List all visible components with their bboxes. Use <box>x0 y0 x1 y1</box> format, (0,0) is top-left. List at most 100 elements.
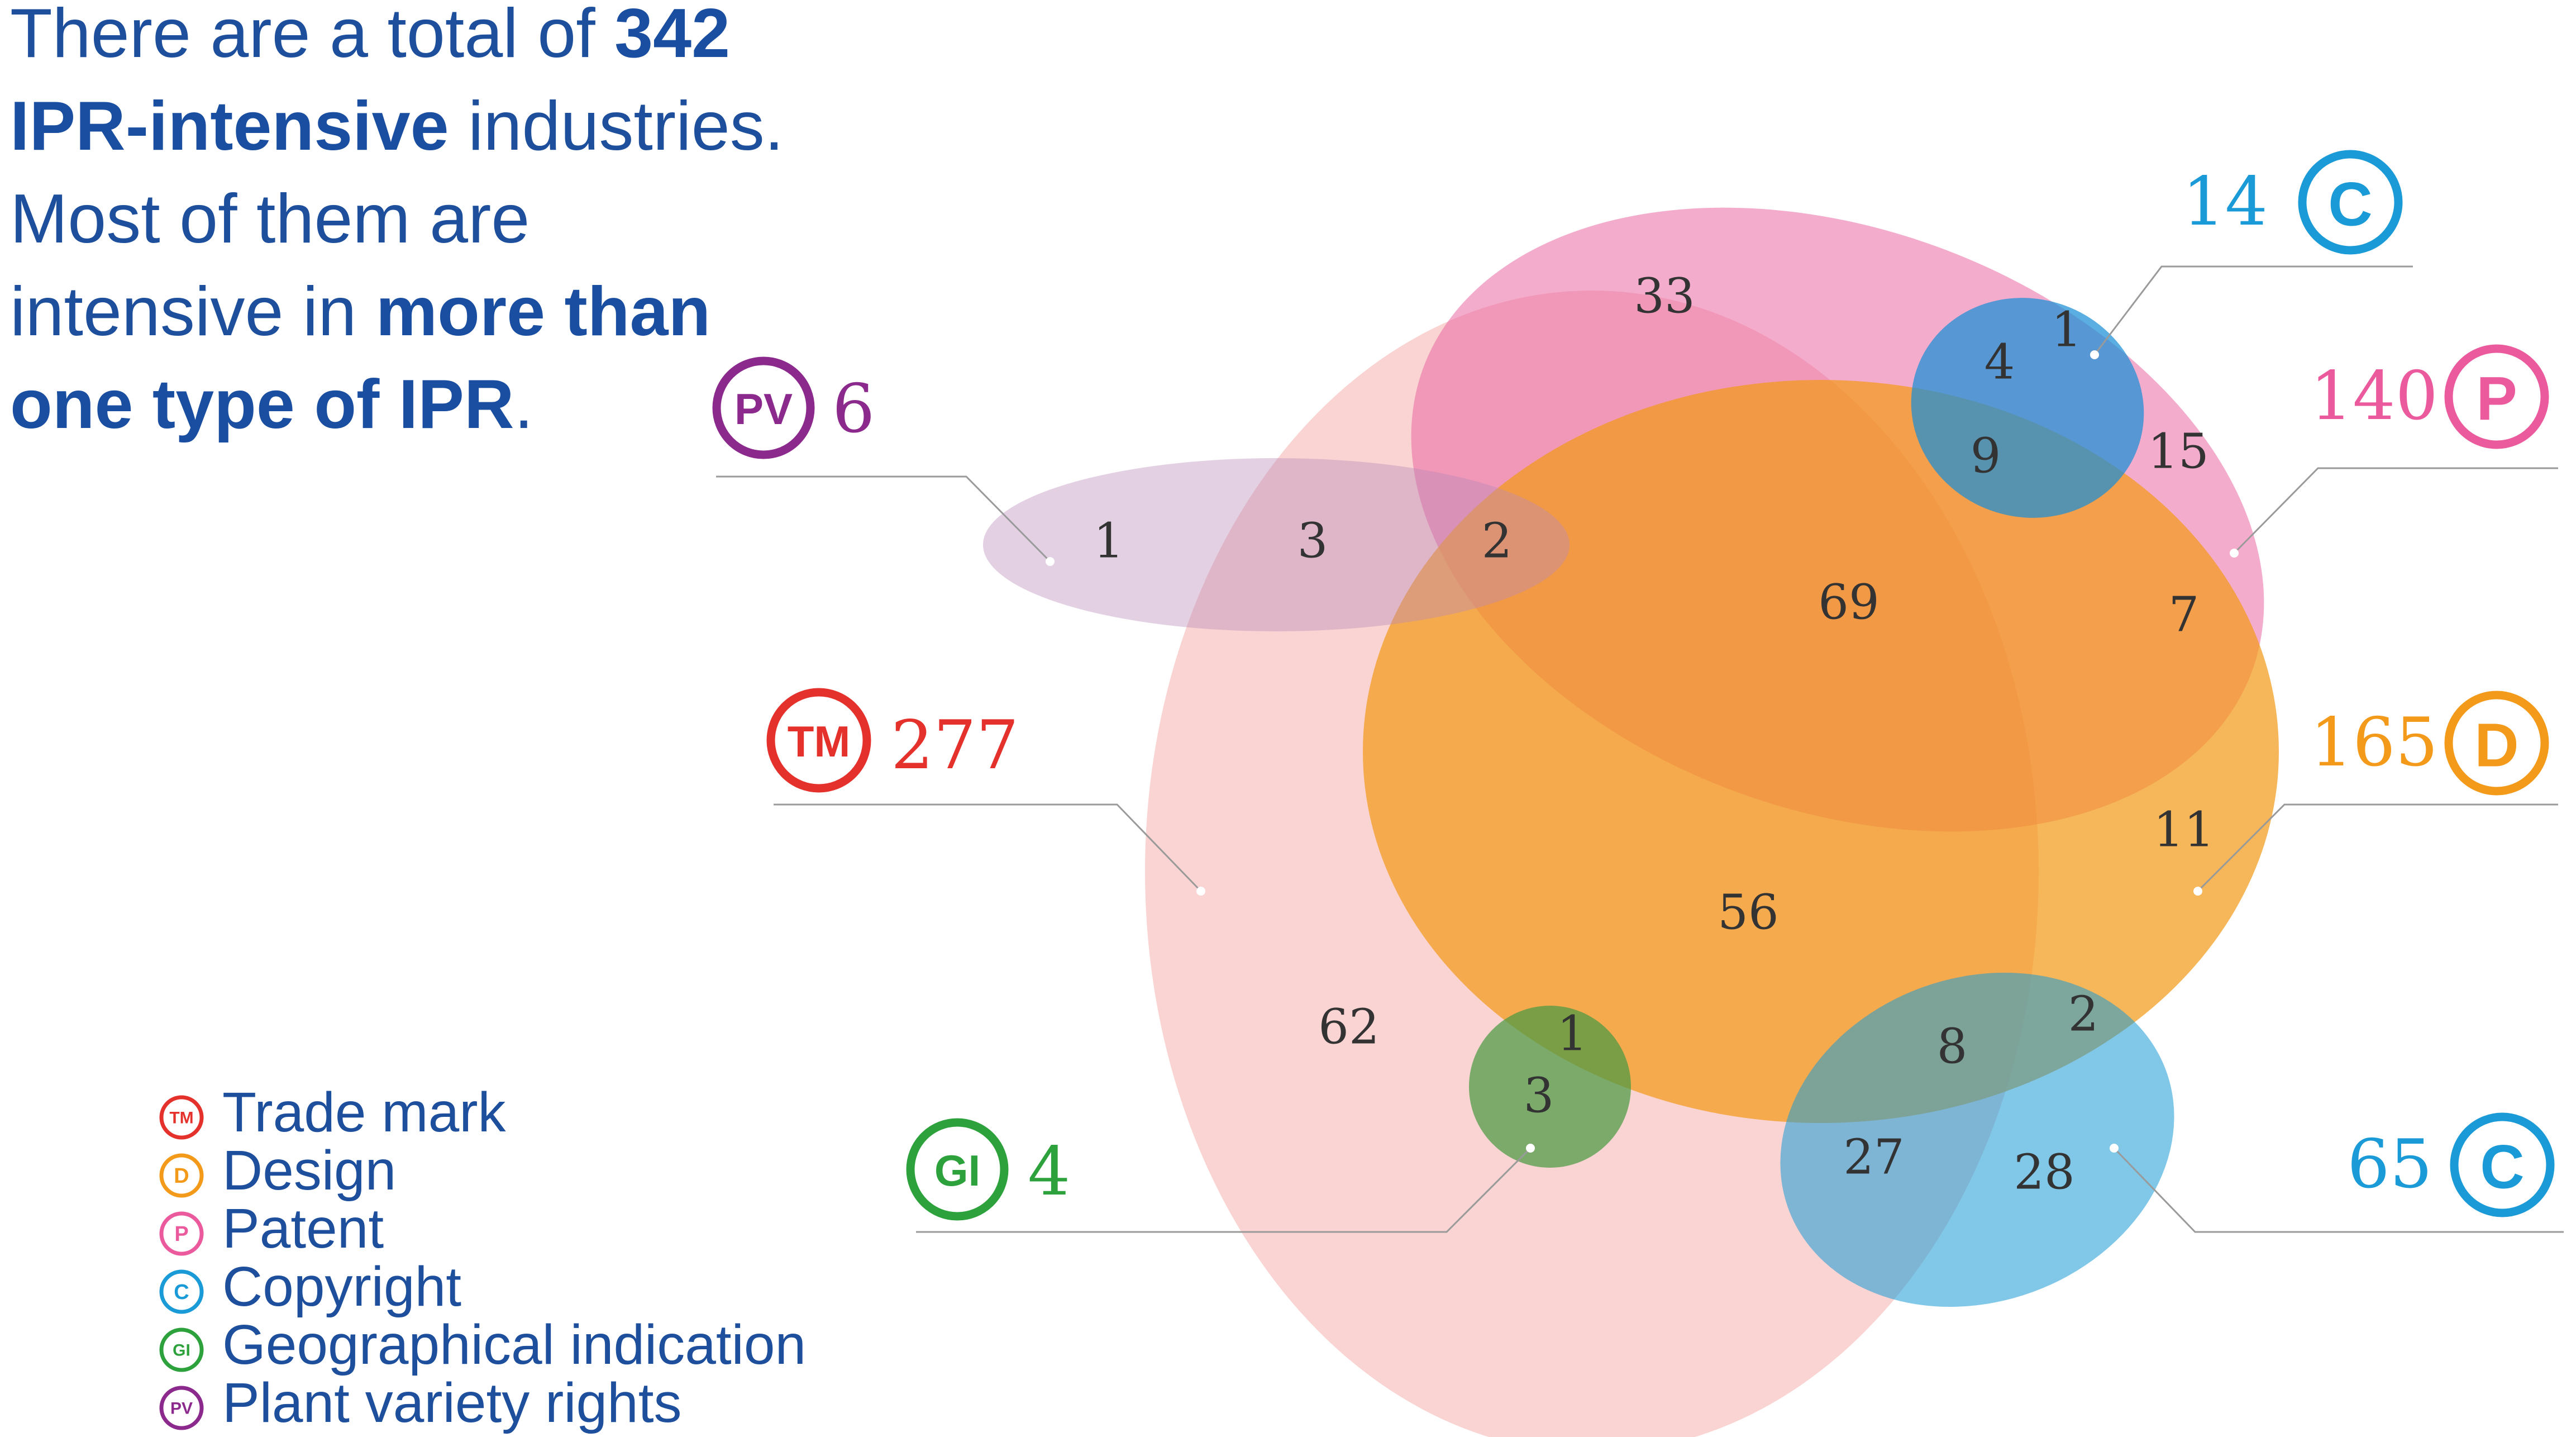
leader-dot-gi <box>1526 1144 1535 1153</box>
region-count-tm-d: 56 <box>1718 885 1778 941</box>
gi-count: 4 <box>1028 1133 1070 1211</box>
legend-badge-copyright: C <box>174 1281 189 1304</box>
region-count-pv-tm: 3 <box>1297 513 1328 569</box>
legend: TM Trade mark D Design P Patent C Copyri… <box>159 1081 806 1434</box>
region-count-d-only: 11 <box>2153 802 2214 858</box>
d-badge-label: D <box>2474 711 2518 780</box>
c-top-count: 14 <box>2182 163 2268 241</box>
tm-badge-label: TM <box>788 717 851 766</box>
callout-c-top: 14 C <box>2182 150 2403 255</box>
legend-label-patent: Patent <box>222 1197 384 1260</box>
legend-item-geographical-indication: GI Geographical indication <box>159 1314 806 1376</box>
leader-line-p <box>2233 467 2558 554</box>
callouts: PV 6 TM 277 GI 4 14 C 140 P 165 <box>712 150 2555 1221</box>
leader-line-d <box>2197 803 2558 892</box>
legend-label-plant-variety-rights: Plant variety rights <box>222 1372 682 1434</box>
region-count-c-only: 28 <box>2014 1145 2074 1201</box>
p-count: 140 <box>2310 358 2438 435</box>
headline-line-5: one type of IPR. <box>10 366 533 443</box>
pv-count: 6 <box>832 370 875 448</box>
leader-dot-p <box>2230 549 2239 558</box>
c-top-badge-label: C <box>2328 170 2372 239</box>
legend-badge-patent: P <box>174 1222 188 1246</box>
region-count-c-p-tm: 4 <box>1985 335 2015 391</box>
leader-line-gi <box>916 1147 1532 1233</box>
region-count-c-tm-d: 8 <box>1937 1019 1968 1075</box>
patent-icon <box>159 1211 204 1256</box>
region-count-p-d: 7 <box>2169 587 2200 643</box>
d-badge-icon <box>2444 691 2549 796</box>
c-bottom-badge-label: C <box>2480 1133 2524 1202</box>
leader-line-pv <box>716 475 1051 563</box>
legend-label-copyright: Copyright <box>222 1255 461 1318</box>
region-count-p-only: 15 <box>2148 424 2208 480</box>
c-bottom-count: 65 <box>2347 1126 2432 1203</box>
region-count-c-p: 1 <box>2052 302 2082 358</box>
region-counts: 1 3 2 33 4 1 9 15 69 7 11 56 62 1 3 8 2 … <box>1094 269 2215 1201</box>
tm-badge-icon <box>766 688 871 793</box>
callout-gi: GI 4 <box>906 1118 1070 1221</box>
gi-badge-icon <box>906 1118 1009 1221</box>
copyright-large-set <box>1780 972 2174 1307</box>
leader-dot-pv <box>1046 557 1055 566</box>
plant-variety-rights-set <box>983 458 1570 631</box>
callout-c-bottom: 65 C <box>2347 1112 2555 1217</box>
c-top-badge-icon <box>2298 150 2403 255</box>
p-badge-icon <box>2444 344 2549 449</box>
callout-pv: PV 6 <box>712 356 875 459</box>
trade-mark-icon <box>159 1095 204 1140</box>
legend-item-patent: P Patent <box>159 1197 384 1260</box>
headline-line-2: IPR-intensive industries. <box>10 88 784 165</box>
gi-badge-label: GI <box>934 1146 980 1195</box>
copyright-small-set <box>1911 298 2144 518</box>
region-count-gi-tm: 3 <box>1524 1068 1554 1124</box>
leader-dot-d <box>2193 887 2202 896</box>
region-count-gi-tm-d: 1 <box>1557 1006 1588 1062</box>
legend-item-plant-variety-rights: PV Plant variety rights <box>159 1372 682 1434</box>
headline-line-4: intensive in more than <box>10 273 710 350</box>
design-set <box>1363 380 2279 1123</box>
leader-dot-c-bottom <box>2110 1144 2119 1153</box>
leader-dot-tm <box>1196 887 1205 896</box>
leader-dot-c-top <box>2090 350 2099 359</box>
region-count-c-d: 2 <box>2068 987 2099 1043</box>
pv-badge-label: PV <box>734 384 793 434</box>
leader-line-c-bottom <box>2113 1147 2564 1233</box>
geographical-indication-set <box>1469 1006 1631 1168</box>
leader-line-tm <box>774 803 1202 892</box>
region-count-tm-only: 62 <box>1318 1000 1379 1055</box>
design-icon <box>159 1153 204 1198</box>
region-count-c-p-tm-d: 9 <box>1971 429 2001 484</box>
legend-badge-design: D <box>174 1164 189 1188</box>
callout-tm: TM 277 <box>766 688 1019 793</box>
legend-badge-trade-mark: TM <box>169 1109 193 1127</box>
geographical-indication-icon <box>159 1327 204 1372</box>
legend-badge-plant-variety-rights: PV <box>170 1400 193 1418</box>
legend-label-trade-mark: Trade mark <box>222 1081 507 1144</box>
headline: There are a total of 342 IPR-intensive i… <box>10 0 784 443</box>
plant-variety-rights-icon <box>159 1386 204 1430</box>
region-count-tm-p-d: 69 <box>1818 575 1879 631</box>
p-badge-label: P <box>2476 365 2517 434</box>
copyright-icon <box>159 1269 204 1314</box>
d-count: 165 <box>2310 704 2438 782</box>
region-count-pv-tm-p-d: 2 <box>1482 513 1513 569</box>
legend-item-design: D Design <box>159 1139 396 1202</box>
headline-line-3: Most of them are <box>10 180 529 258</box>
region-count-pv-only: 1 <box>1094 513 1124 569</box>
region-count-tm-p: 33 <box>1634 269 1695 325</box>
c-bottom-badge-icon <box>2450 1112 2555 1217</box>
region-count-c-tm: 27 <box>1843 1130 1904 1186</box>
headline-line-1: There are a total of 342 <box>10 0 730 72</box>
legend-badge-geographical-indication: GI <box>173 1341 190 1360</box>
legend-label-design: Design <box>222 1139 396 1202</box>
legend-item-trade-mark: TM Trade mark <box>159 1081 507 1144</box>
leader-lines <box>716 265 2564 1233</box>
pv-badge-icon <box>712 356 815 459</box>
legend-label-geographical-indication: Geographical indication <box>222 1314 806 1376</box>
callout-d: 165 D <box>2310 691 2549 796</box>
leader-line-c-top <box>2093 265 2413 355</box>
tm-count: 277 <box>891 707 1019 784</box>
legend-item-copyright: C Copyright <box>159 1255 461 1318</box>
